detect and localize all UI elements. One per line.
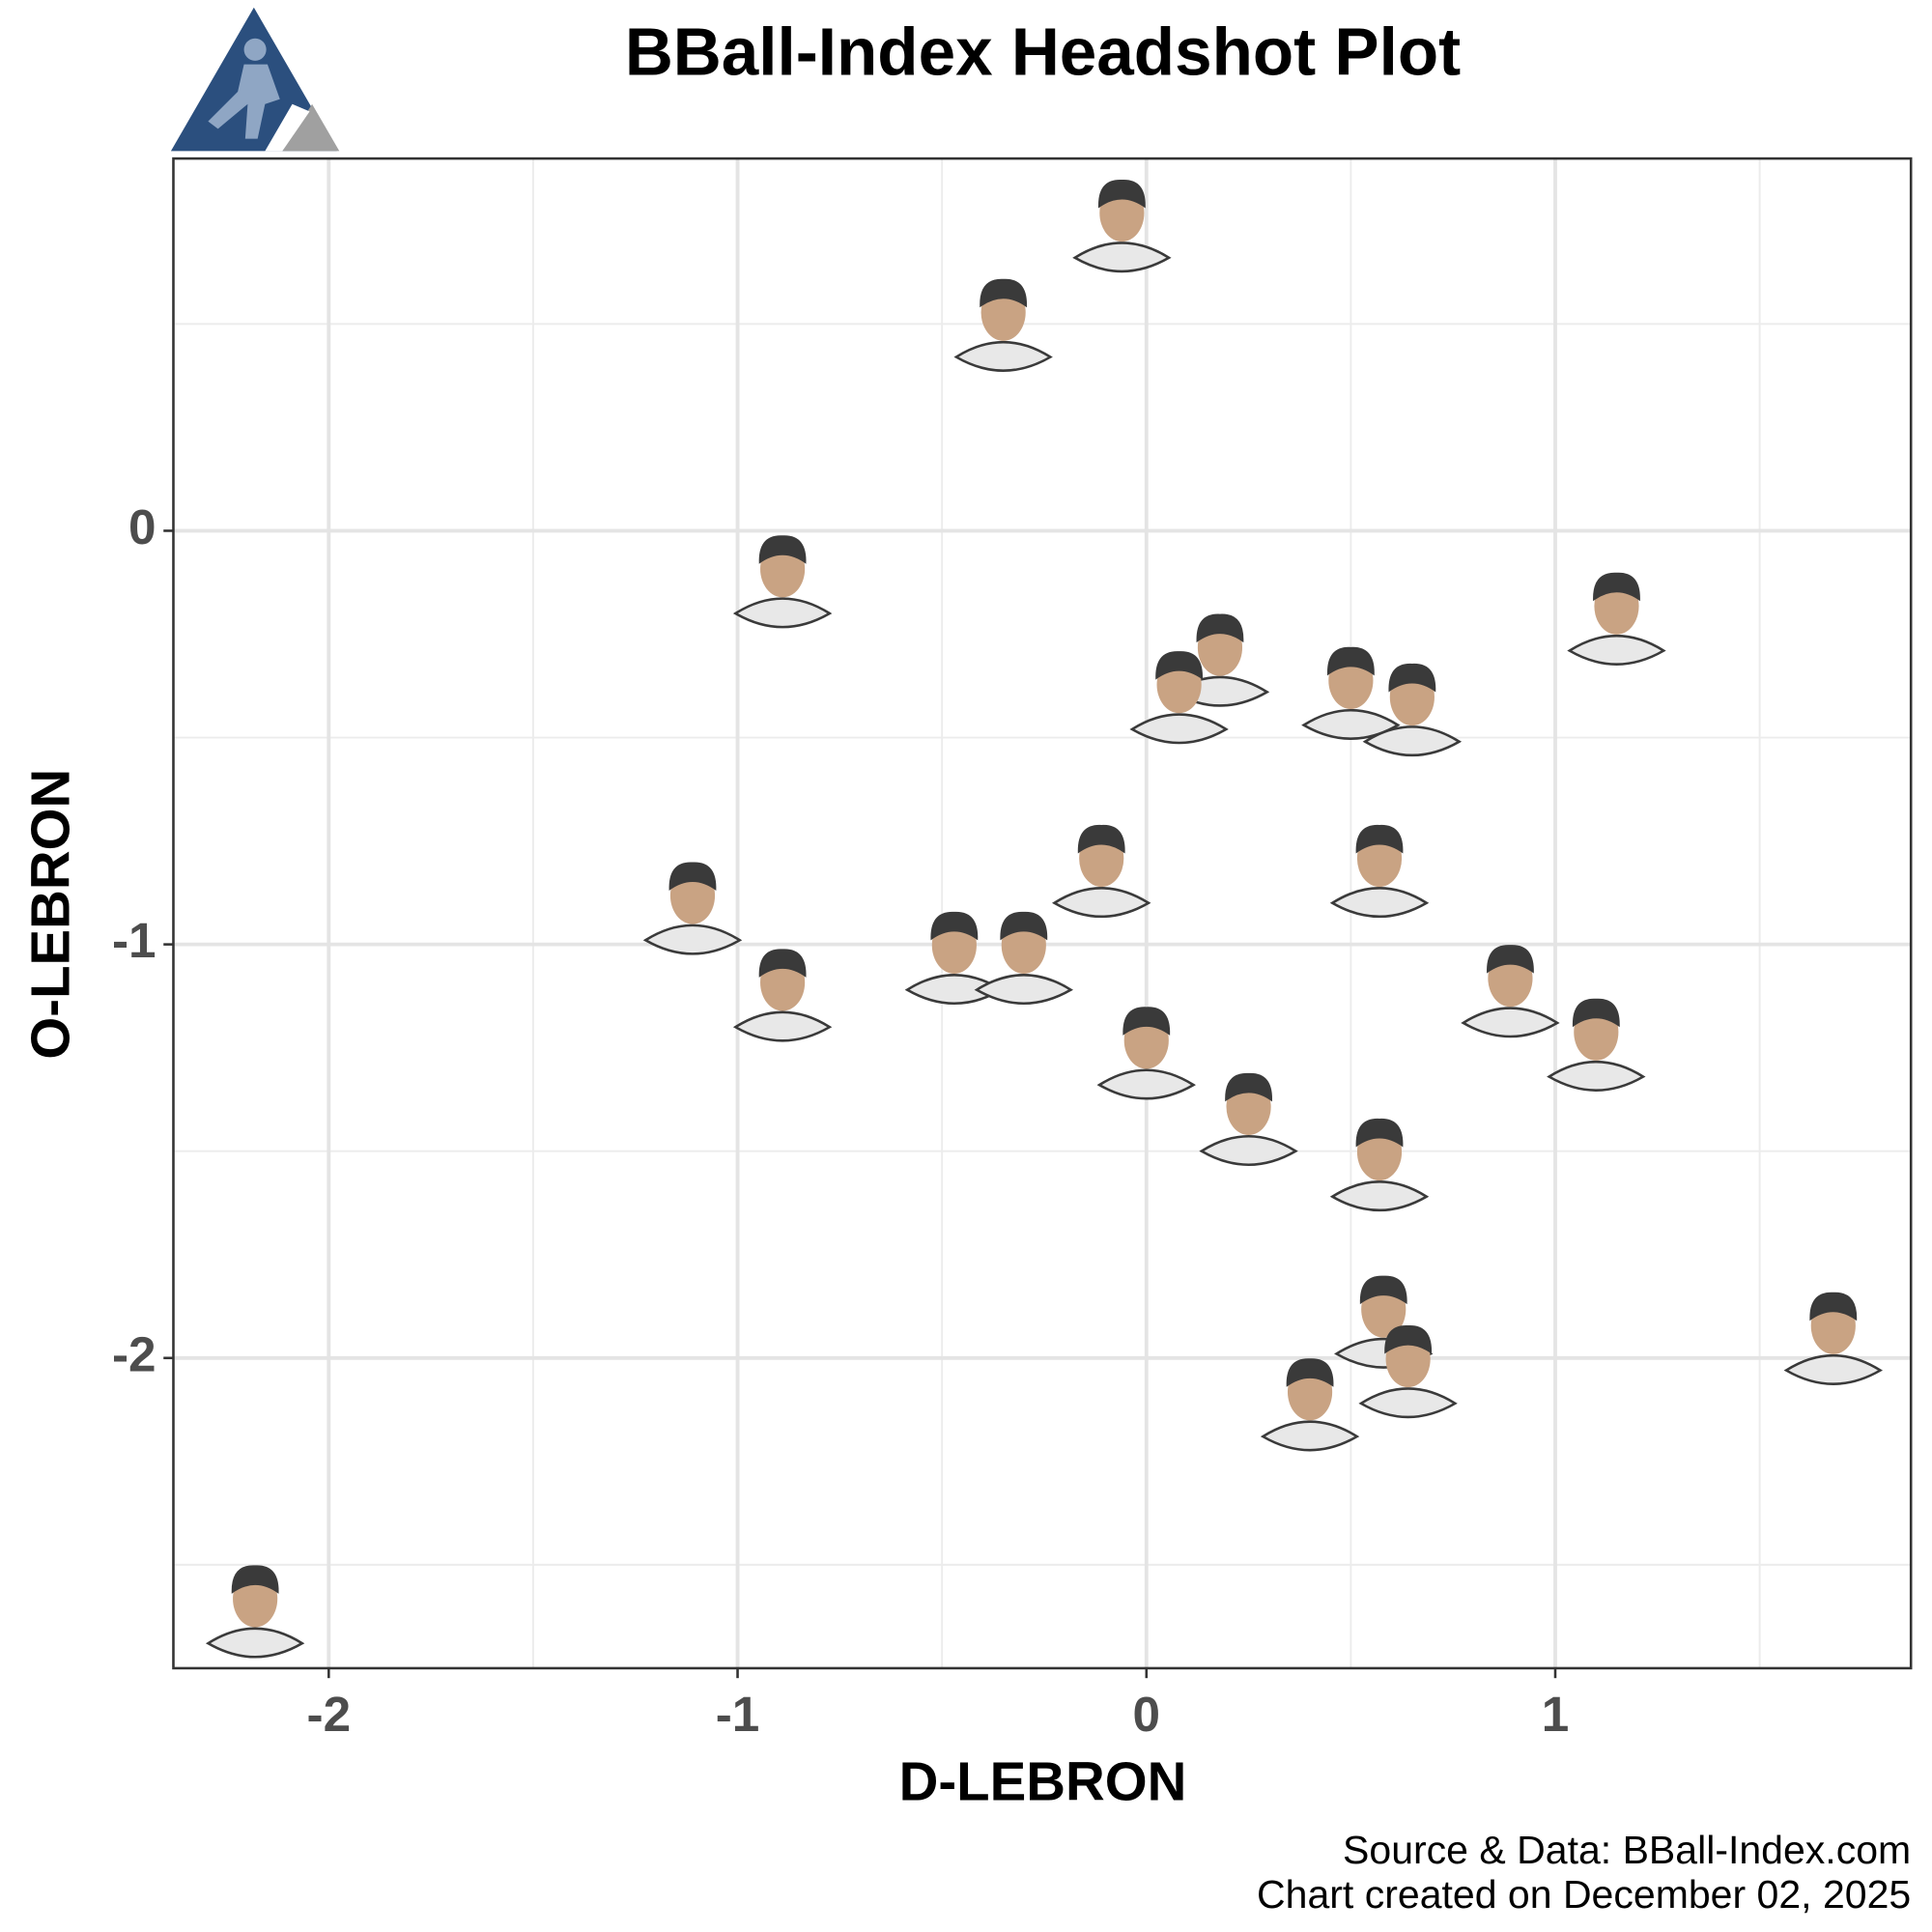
headshot-hair <box>1355 1118 1404 1148</box>
headshot-shoulders <box>1199 1135 1298 1166</box>
source-note: Source & Data: BBall-Index.com <box>1343 1828 1911 1872</box>
headshot-shoulders <box>1072 242 1172 273</box>
headshot-shoulders <box>1362 725 1463 757</box>
logo <box>170 7 340 152</box>
headshot-hair <box>1077 824 1125 854</box>
headshot-point <box>1329 824 1430 919</box>
headshot-point <box>904 911 1005 1005</box>
x-tick-label: -2 <box>307 1687 352 1742</box>
headshot-shoulders <box>1547 1061 1646 1092</box>
headshot-point <box>1052 824 1151 919</box>
headshot-hair <box>668 862 717 891</box>
headshot-hair <box>758 535 807 564</box>
headshot-hair <box>1122 1007 1171 1036</box>
headshot-hair <box>1225 1072 1272 1102</box>
headshot-point <box>1260 1358 1360 1452</box>
headshot-shoulders <box>732 597 833 629</box>
headshot-hair <box>1326 646 1375 676</box>
headshot-hair <box>1196 613 1244 643</box>
headshot-hair <box>1155 651 1204 680</box>
headshot-hair <box>1384 1324 1433 1354</box>
headshot-shoulders <box>642 923 743 955</box>
chart-title: BBall-Index Headshot Plot <box>625 14 1461 89</box>
headshot-point <box>205 1565 305 1659</box>
headshot-shoulders <box>732 1010 833 1042</box>
headshot-shoulders <box>1329 887 1430 919</box>
headshot-point <box>1072 179 1172 273</box>
headshot-hair <box>1097 179 1146 209</box>
x-tick-label: -1 <box>716 1687 760 1742</box>
headshot-hair <box>930 911 979 941</box>
headshot-point <box>732 949 833 1042</box>
y-tick-label: -1 <box>112 913 156 968</box>
headshot-shoulders <box>1783 1354 1883 1385</box>
headshot-shoulders <box>1301 709 1401 740</box>
plot-area: -2 -1 0 1 0 -1 -2 <box>112 156 1913 1742</box>
headshot-hair <box>1487 945 1534 974</box>
headshot-point <box>1358 1324 1458 1419</box>
headshot-shoulders <box>205 1627 305 1659</box>
headshot-hair <box>758 949 807 978</box>
headshot-point <box>642 862 743 955</box>
headshot-point <box>1199 1072 1298 1166</box>
headshot-hair <box>1286 1358 1334 1387</box>
created-note: Chart created on December 02, 2025 <box>1257 1872 1911 1917</box>
headshot-hair <box>1388 663 1436 693</box>
headshot-point <box>1129 651 1229 745</box>
headshot-point <box>1301 646 1401 740</box>
headshot-point <box>732 535 833 629</box>
headshot-point <box>974 911 1073 1005</box>
y-tick-label: -2 <box>112 1326 156 1381</box>
headshot-point <box>1329 1118 1430 1212</box>
headshot-shoulders <box>1461 1007 1560 1038</box>
plot-border <box>172 156 1913 1670</box>
headshot-hair <box>1572 998 1620 1028</box>
headshot-hair <box>1000 911 1048 941</box>
headshot-hair <box>1359 1275 1407 1305</box>
y-tick-label: 0 <box>128 499 156 554</box>
headshot-shoulders <box>1096 1068 1196 1100</box>
x-tick-label: 1 <box>1542 1687 1570 1742</box>
headshot-shoulders <box>1129 713 1229 745</box>
headshot-hair <box>1809 1292 1858 1321</box>
x-tick-label: 0 <box>1133 1687 1161 1742</box>
headshot-shoulders <box>953 341 1053 372</box>
headshot-shoulders <box>1329 1180 1430 1212</box>
headshot-point <box>1362 663 1463 757</box>
plot-background <box>173 158 1912 1668</box>
headshot-point <box>1567 572 1666 666</box>
headshot-point <box>1783 1292 1883 1385</box>
headshot-shoulders <box>974 974 1073 1005</box>
headshot-shoulders <box>1052 887 1151 919</box>
headshot-point <box>1547 998 1646 1092</box>
headshot-shoulders <box>1260 1420 1360 1452</box>
headshot-point <box>1461 945 1560 1038</box>
headshot-shoulders <box>1567 635 1666 666</box>
headshot-hair <box>1355 824 1404 854</box>
headshot-hair <box>980 278 1028 308</box>
y-axis-label: O-LEBRON <box>19 769 80 1060</box>
headshot-point <box>953 278 1053 372</box>
headshot-shoulders <box>1358 1387 1458 1419</box>
headshot-hair <box>1593 572 1640 602</box>
x-axis-label: D-LEBRON <box>899 1751 1187 1812</box>
headshot-hair <box>231 1565 279 1594</box>
headshot-point <box>1096 1007 1196 1100</box>
